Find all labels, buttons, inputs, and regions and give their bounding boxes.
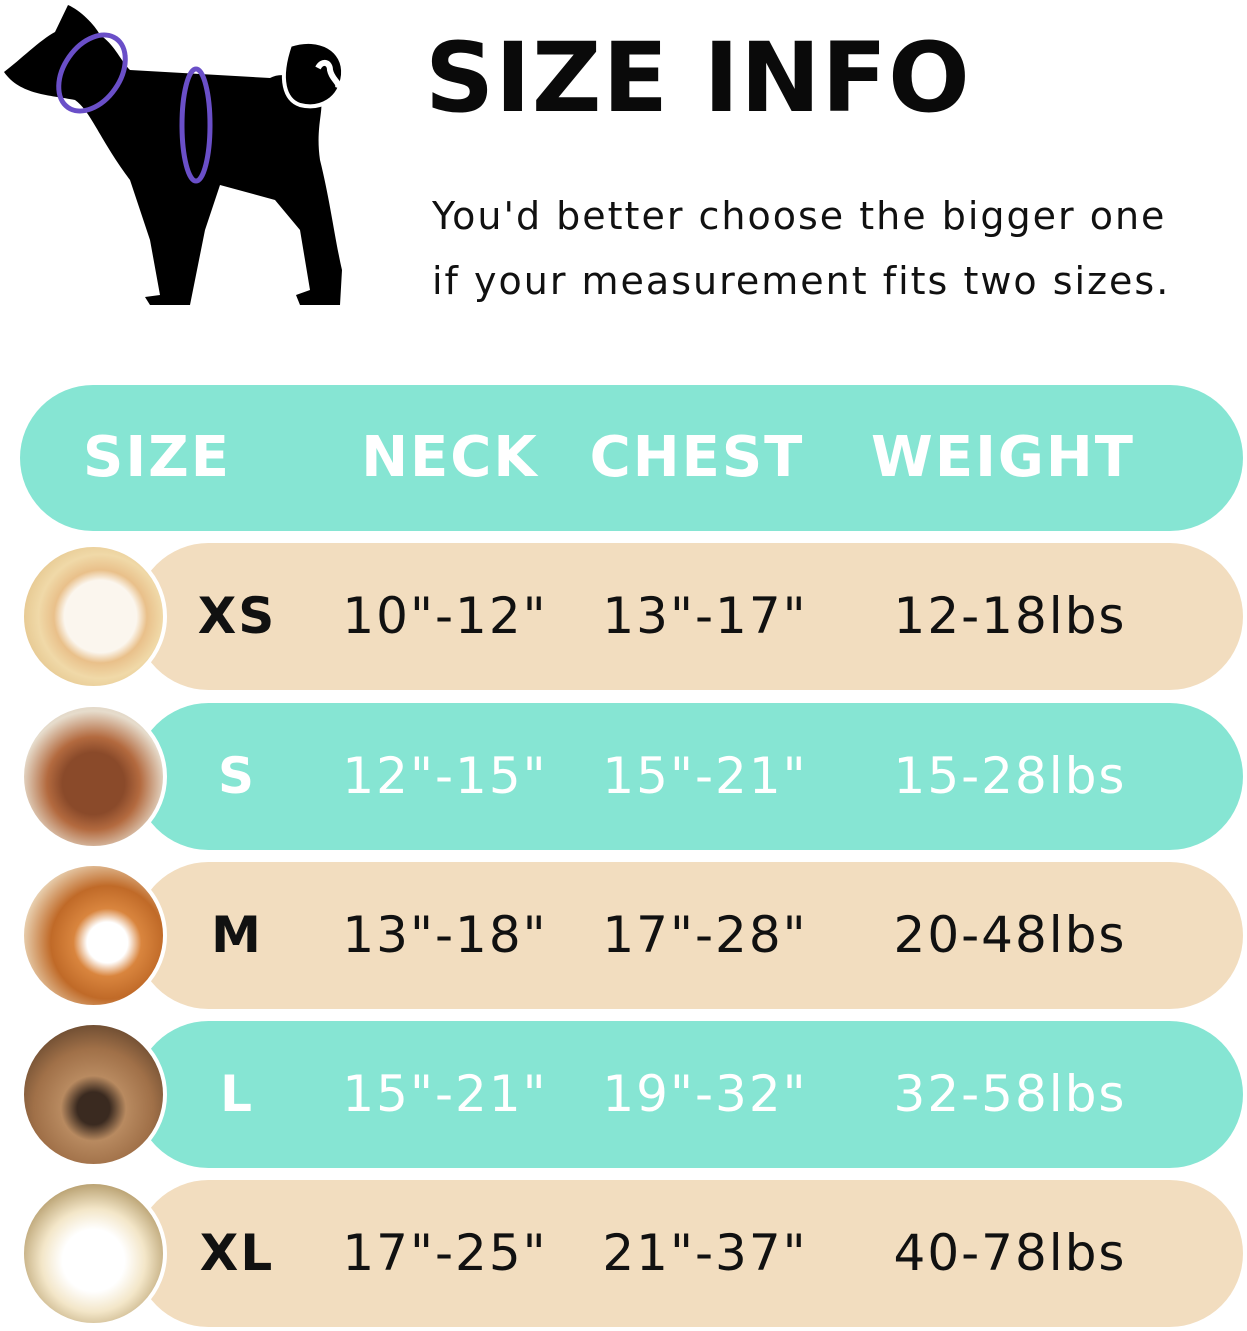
table-row: M 13"-18" 17"-28" 20-48lbs (20, 862, 1243, 1009)
table-row: XS 10"-12" 13"-17" 12-18lbs (20, 543, 1243, 690)
cell-size: S (217, 747, 257, 805)
cell-weight: 20-48lbs (893, 906, 1127, 964)
sizing-tip-line-1: You'd better choose the bigger one (432, 194, 1167, 238)
cell-size: XS (197, 587, 277, 645)
cell-neck: 17"-25" (342, 1224, 548, 1282)
cell-chest: 19"-32" (602, 1065, 808, 1123)
row-background (135, 1021, 1243, 1168)
cell-neck: 13"-18" (342, 906, 548, 964)
cell-chest: 17"-28" (602, 906, 808, 964)
table-row: XL 17"-25" 21"-37" 40-78lbs (20, 1180, 1243, 1327)
header-neck: NECK (361, 425, 539, 490)
sizing-tip-line-2: if your measurement fits two sizes. (432, 259, 1171, 303)
row-background (135, 703, 1243, 850)
cell-neck: 10"-12" (342, 587, 548, 645)
header-weight: WEIGHT (871, 425, 1135, 490)
cell-size: M (211, 906, 263, 964)
cell-chest: 15"-21" (602, 747, 808, 805)
row-background (135, 862, 1243, 1009)
cell-size: L (220, 1065, 254, 1123)
page-title: SIZE INFO (425, 22, 971, 134)
cell-neck: 15"-21" (342, 1065, 548, 1123)
cell-weight: 32-58lbs (893, 1065, 1127, 1123)
row-background (135, 543, 1243, 690)
cell-size: XL (199, 1224, 275, 1282)
row-background (135, 1180, 1243, 1327)
cell-weight: 40-78lbs (893, 1224, 1127, 1282)
dog-photo (20, 1180, 167, 1327)
header-chest: CHEST (589, 425, 805, 490)
dog-photo (20, 703, 167, 850)
cell-weight: 15-28lbs (893, 747, 1127, 805)
cell-weight: 12-18lbs (893, 587, 1127, 645)
cell-neck: 12"-15" (342, 747, 548, 805)
sizing-tip: You'd better choose the bigger one if yo… (432, 184, 1170, 314)
dog-silhouette-icon (4, 5, 346, 305)
table-header: SIZE NECK CHEST WEIGHT (20, 385, 1243, 531)
table-row: S 12"-15" 15"-21" 15-28lbs (20, 703, 1243, 850)
dog-photo (20, 1021, 167, 1168)
table-row: L 15"-21" 19"-32" 32-58lbs (20, 1021, 1243, 1168)
dog-photo (20, 543, 167, 690)
header-size: SIZE (82, 425, 232, 490)
cell-chest: 13"-17" (602, 587, 808, 645)
cell-chest: 21"-37" (602, 1224, 808, 1282)
dog-photo (20, 862, 167, 1009)
